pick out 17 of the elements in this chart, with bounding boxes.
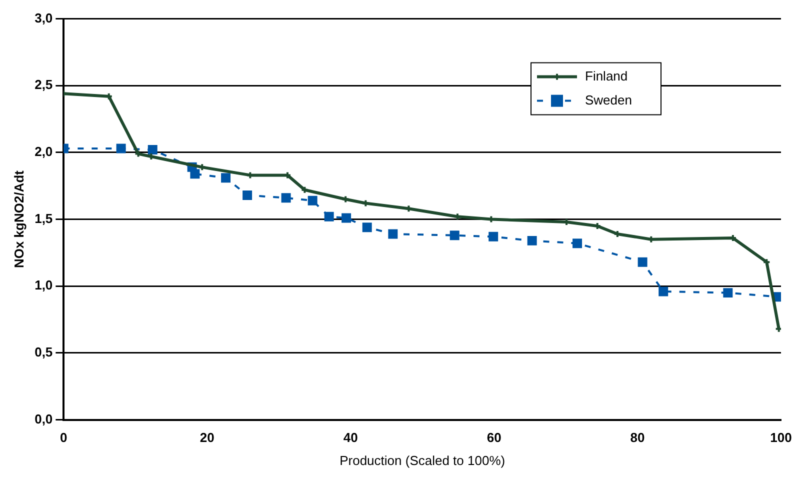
x-tick-label: 100 — [770, 430, 792, 446]
x-tick-label: 60 — [486, 430, 502, 446]
y-tick-label: 3,0 — [34, 10, 53, 26]
y-axis-title: NOx kgNO2/Adt — [11, 170, 26, 268]
y-tick-label: 0,5 — [34, 344, 53, 360]
x-tick-label: 40 — [343, 430, 358, 446]
x-tick-label: 20 — [200, 430, 214, 446]
x-axis-title: Production (Scaled to 100%) — [340, 452, 506, 468]
x-tick-label: 80 — [630, 430, 645, 446]
y-tick-label: 1,5 — [34, 210, 53, 226]
y-tick-label: 2,5 — [34, 77, 53, 92]
y-tick-label: 0,0 — [34, 411, 53, 426]
legend-label: Sweden — [585, 92, 632, 108]
x-tick-label: 0 — [60, 430, 68, 446]
y-tick-label: 1,0 — [34, 278, 53, 293]
y-tick-label: 2,0 — [34, 144, 53, 160]
legend-label: Finland — [585, 68, 628, 84]
